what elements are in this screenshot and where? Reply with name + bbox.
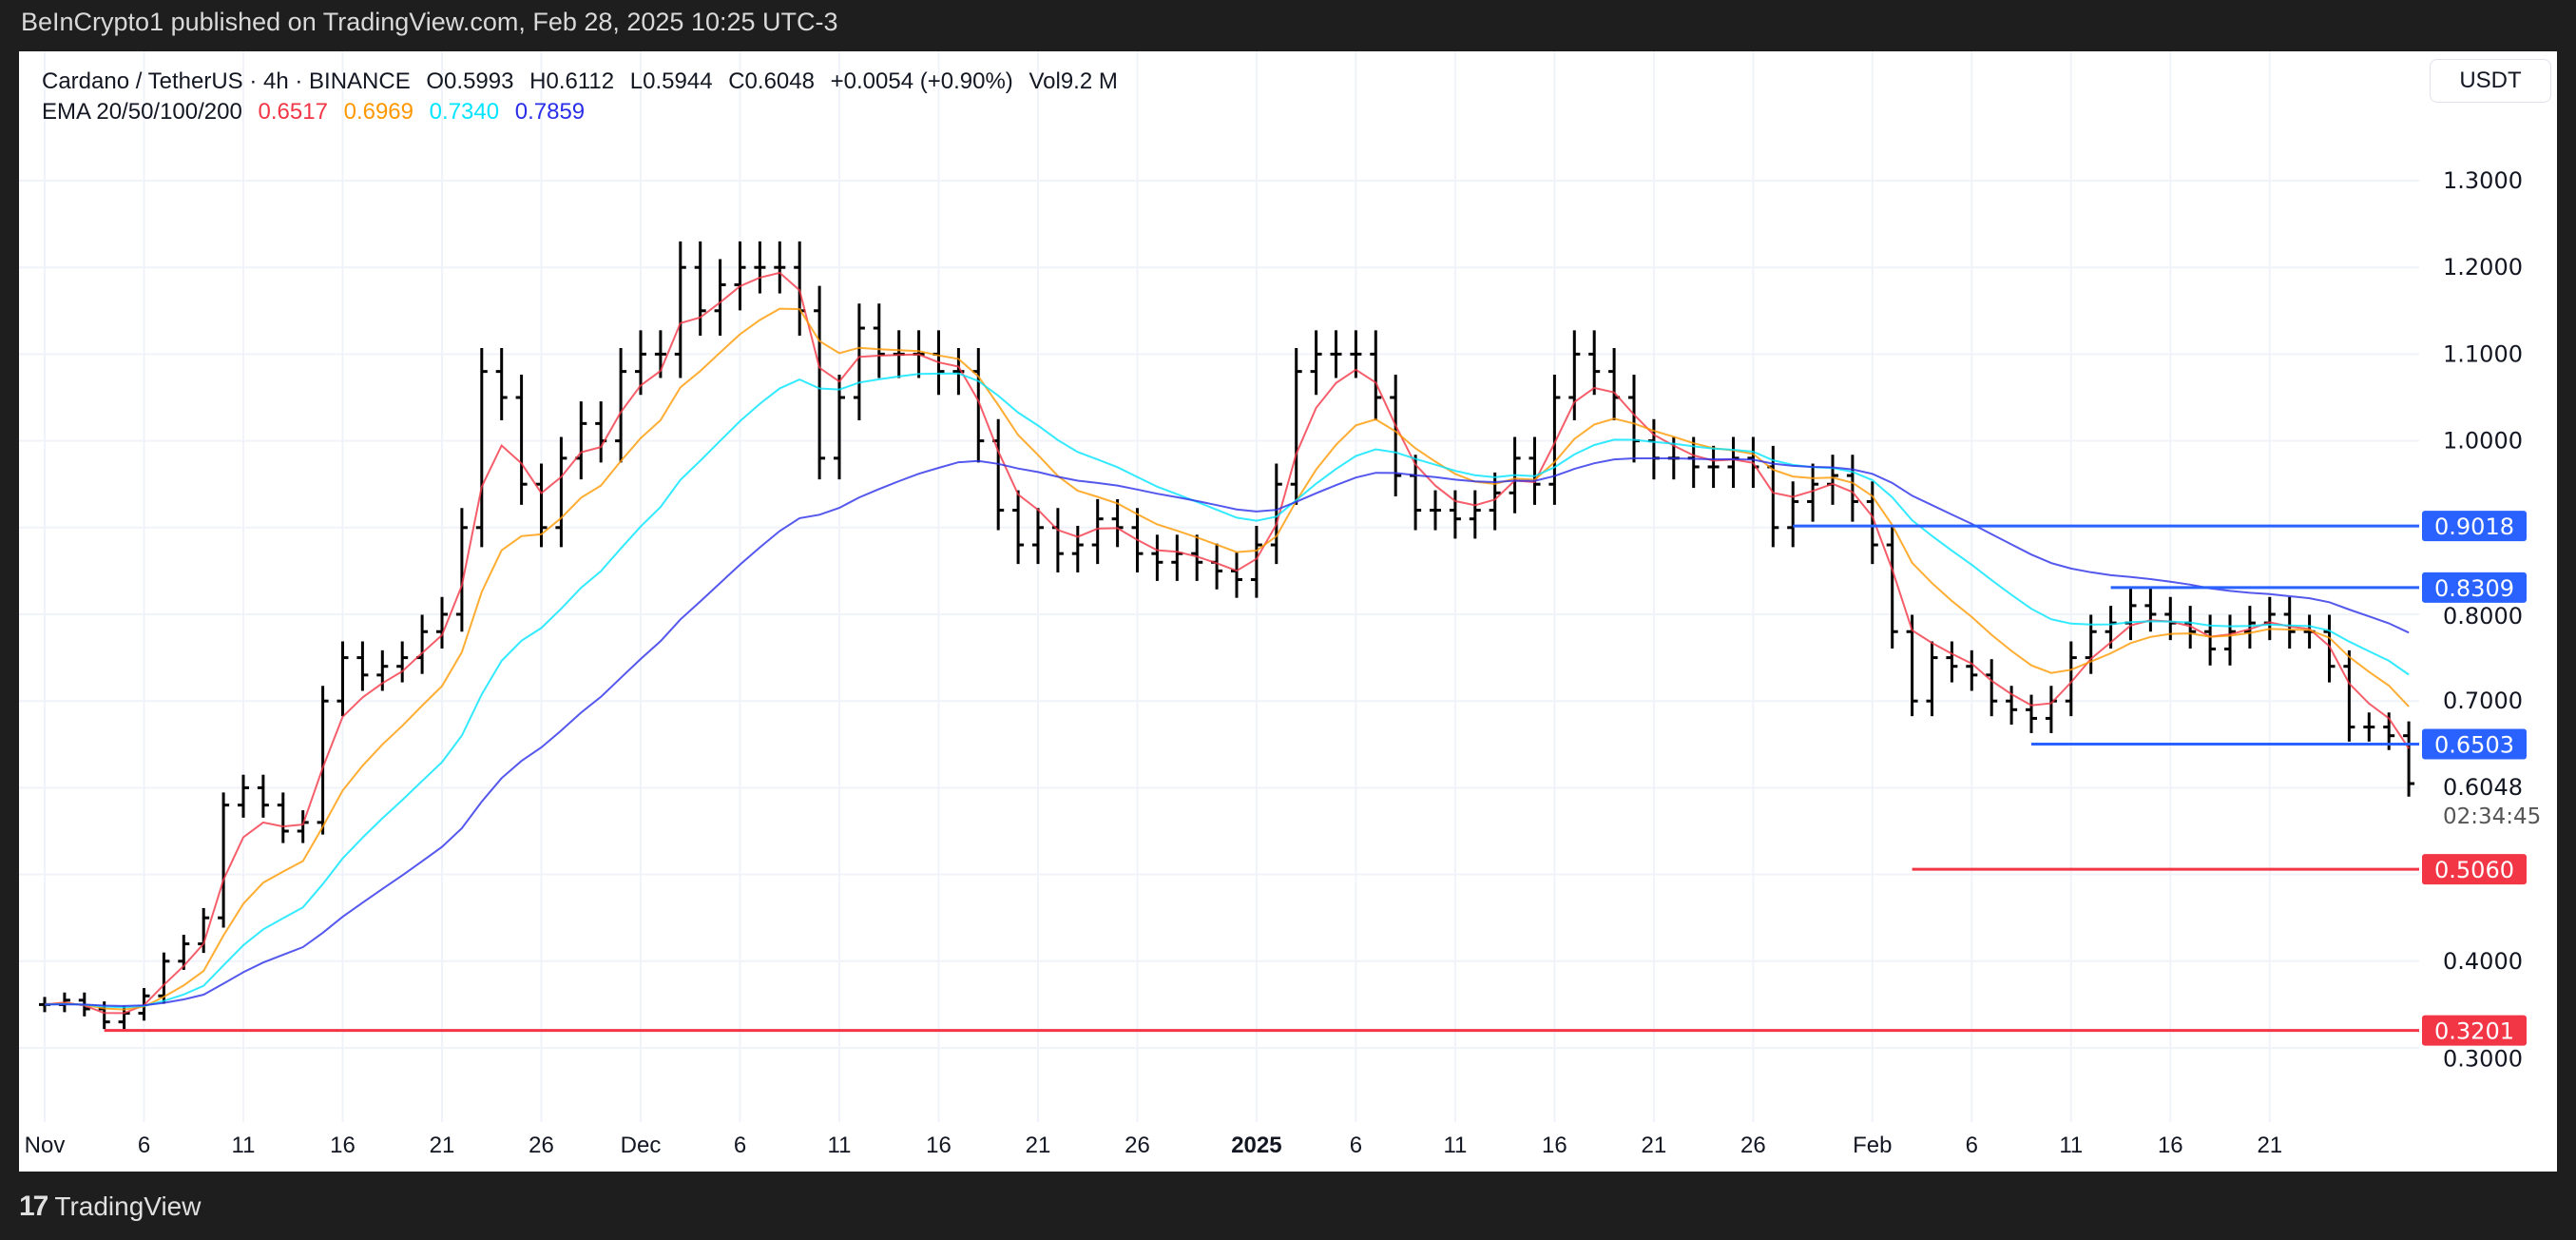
x-tick-label: Dec xyxy=(621,1133,662,1158)
brand-name: TradingView xyxy=(54,1192,202,1221)
x-tick-label: Feb xyxy=(1853,1133,1892,1158)
x-tick-label: 21 xyxy=(430,1133,455,1158)
ema-20-line xyxy=(44,271,2410,1015)
ema-50-line xyxy=(44,307,2410,1011)
countdown-label: 02:34:45 xyxy=(2443,804,2541,829)
y-tick-label: 0.3000 xyxy=(2443,1046,2523,1073)
tradingview-logo-icon: 17 xyxy=(19,1191,48,1222)
close-value: C0.6048 xyxy=(728,68,815,94)
ema200-value: 0.7859 xyxy=(514,99,586,125)
ema100-value: 0.7340 xyxy=(429,99,500,125)
ema20-value: 0.6517 xyxy=(258,99,328,125)
x-tick-label: 11 xyxy=(232,1133,256,1158)
x-tick-label: 2025 xyxy=(1231,1133,1281,1158)
x-tick-label: 6 xyxy=(734,1133,746,1158)
x-tick-label: 21 xyxy=(2257,1133,2282,1158)
x-tick-label: 21 xyxy=(1642,1133,1667,1158)
level-badge xyxy=(2422,728,2527,760)
x-tick-label: 11 xyxy=(1443,1133,1467,1158)
level-badge xyxy=(2422,854,2527,885)
level-label: 0.6503 xyxy=(2434,732,2514,759)
x-tick-label: Nov xyxy=(25,1133,66,1158)
currency-button[interactable]: USDT xyxy=(2430,59,2551,103)
x-tick-label: 26 xyxy=(1125,1133,1150,1158)
x-tick-label: 16 xyxy=(330,1133,356,1158)
open-value: O0.5993 xyxy=(426,68,514,94)
published-caption: BeInCrypto1 published on TradingView.com… xyxy=(21,8,838,36)
symbol-name[interactable]: Cardano / TetherUS · 4h · BINANCE xyxy=(42,68,411,94)
volume-value: Vol9.2 M xyxy=(1028,68,1118,94)
y-tick-label: 1.1000 xyxy=(2443,340,2523,367)
y-tick-label: 1.0000 xyxy=(2443,428,2523,455)
low-value: L0.5944 xyxy=(629,68,713,94)
level-label: 0.9018 xyxy=(2434,513,2514,540)
footer-brand[interactable]: 17 TradingView xyxy=(19,1191,201,1223)
x-tick-label: 26 xyxy=(1740,1133,1766,1158)
ema-label[interactable]: EMA 20/50/100/200 xyxy=(42,99,242,125)
level-badge xyxy=(2422,1015,2527,1046)
y-tick-label: 0.8000 xyxy=(2443,603,2523,630)
last-price-label: 0.6048 xyxy=(2443,774,2523,801)
level-badge xyxy=(2422,511,2527,542)
level-label: 0.3201 xyxy=(2434,1018,2514,1045)
y-tick-label: 0.7000 xyxy=(2443,688,2523,714)
x-tick-label: 26 xyxy=(529,1133,554,1158)
ema-legend: EMA 20/50/100/200 0.6517 0.6969 0.7340 0… xyxy=(42,99,594,126)
level-label: 0.5060 xyxy=(2434,857,2514,883)
y-tick-label: 1.2000 xyxy=(2443,254,2523,281)
x-tick-label: 11 xyxy=(828,1133,852,1158)
x-tick-label: 21 xyxy=(1026,1133,1051,1158)
ema-100-line xyxy=(44,372,2410,1009)
x-tick-label: 6 xyxy=(1350,1133,1362,1158)
x-tick-label: 11 xyxy=(2059,1133,2083,1158)
x-tick-label: 16 xyxy=(1542,1133,1567,1158)
y-tick-label: 1.3000 xyxy=(2443,167,2523,194)
y-tick-label: 0.4000 xyxy=(2443,948,2523,975)
level-badge xyxy=(2422,572,2527,603)
x-tick-label: 6 xyxy=(138,1133,150,1158)
level-label: 0.8309 xyxy=(2434,575,2514,602)
x-tick-label: 16 xyxy=(926,1133,952,1158)
change-value: +0.0054 (+0.90%) xyxy=(830,68,1013,94)
ema50-value: 0.6969 xyxy=(343,99,413,125)
x-tick-label: 16 xyxy=(2158,1133,2183,1158)
x-tick-label: 6 xyxy=(1966,1133,1978,1158)
symbol-legend: Cardano / TetherUS · 4h · BINANCE O0.599… xyxy=(42,68,1127,95)
high-value: H0.6112 xyxy=(529,68,615,94)
ema-200-line xyxy=(44,457,2410,1007)
